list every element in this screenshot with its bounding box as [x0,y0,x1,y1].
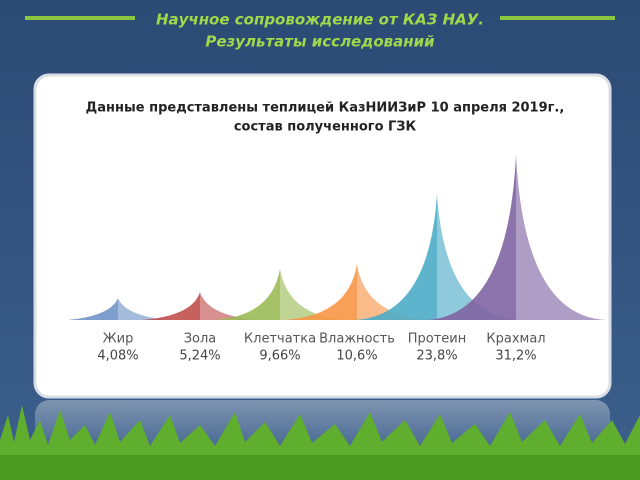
chart-title: состав полученного ГЗК [234,120,417,135]
category-label: Влажность [319,332,395,347]
category-label: Зола [184,332,217,347]
peak [142,292,258,320]
peak [68,298,168,320]
value-label: 4,08% [97,349,138,364]
peak-highlight [280,268,346,320]
category-label: Протеин [408,332,467,347]
category-label: Крахмал [486,332,545,347]
category-label: Жир [103,332,134,347]
chart-title: Данные представлены теплицей КазНИИЗиР 1… [86,101,565,116]
peak-highlight [437,194,519,320]
category-label: Клетчатка [244,332,316,347]
header-title: Научное сопровождение от КАЗ НАУ. [156,11,484,29]
peak [283,263,431,320]
plot: Жир 4,08% Зола 5,24% Клетчатка 9,66% Влажность… [68,155,606,364]
value-label: 10,6% [336,349,377,364]
peak [426,155,606,320]
value-label: 9,66% [259,349,300,364]
grass-base [0,455,640,480]
value-label: 5,24% [179,349,220,364]
peak-highlight [118,298,168,320]
peak-highlight [357,263,431,320]
peak-highlight [516,155,606,320]
peak-highlight [200,292,258,320]
peak [355,194,519,320]
header-title: Результаты исследований [205,33,435,51]
peak [214,268,346,320]
value-label: 31,2% [495,349,536,364]
value-label: 23,8% [416,349,457,364]
